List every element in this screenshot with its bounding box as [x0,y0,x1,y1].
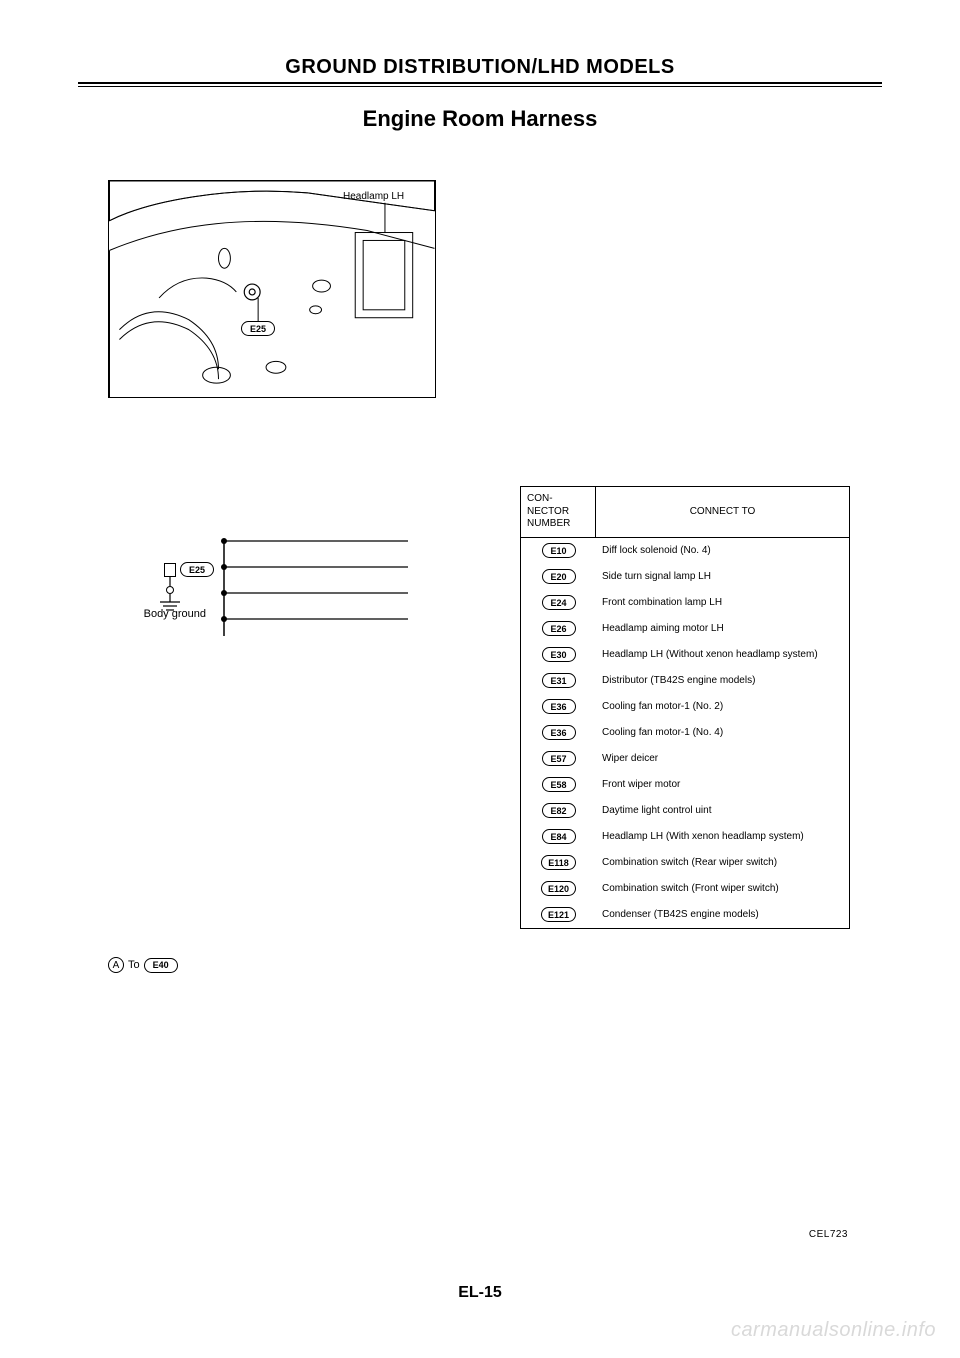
illustration-connector-e25: E25 [241,321,275,336]
table-row: E36 Cooling fan motor-1 (No. 2) [521,694,849,720]
connect-to-cell: Headlamp aiming motor LH [596,623,849,634]
connect-to-cell: Side turn signal lamp LH [596,571,849,582]
connect-to-cell: Combination switch (Front wiper switch) [596,883,849,894]
connector-pill: E82 [542,803,576,818]
rule-top-thin [78,86,882,87]
connect-to-cell: Daytime light control uint [596,805,849,816]
connect-to-cell: Headlamp LH (With xenon headlamp system) [596,831,849,842]
connector-pill: E31 [542,673,576,688]
ground-diagram: CON- NECTOR NUMBER CONNECT TO E10 Diff lo… [108,486,850,1026]
page-title: Engine Room Harness [0,106,960,132]
connect-to-cell: Headlamp LH (Without xenon headlamp syst… [596,649,849,660]
table-row: E36 Cooling fan motor-1 (No. 4) [521,720,849,746]
connector-pill: E58 [542,777,576,792]
engine-illustration: Headlamp LH E25 [108,180,436,398]
table-row: E10 Diff lock solenoid (No. 4) [521,538,849,564]
connect-to-cell: Distributor (TB42S engine models) [596,675,849,686]
table-row: E84 Headlamp LH (With xenon headlamp syst… [521,824,849,850]
connect-to-cell: Front wiper motor [596,779,849,790]
connector-pill: E36 [542,725,576,740]
table-row: E20 Side turn signal lamp LH [521,564,849,590]
connector-number-cell: E57 [521,751,596,766]
connect-to-cell: Diff lock solenoid (No. 4) [596,545,849,556]
table-header-connector: CON- NECTOR NUMBER [521,487,596,537]
table-row: E24 Front combination lamp LH [521,590,849,616]
connector-pill: E24 [542,595,576,610]
connector-pill: E84 [542,829,576,844]
connector-pill: E36 [542,699,576,714]
headlamp-label: Headlamp LH [343,191,404,202]
table-row: E120 Combination switch (Front wiper swit… [521,876,849,902]
connector-pill: E10 [542,543,576,558]
rule-top-thick [78,82,882,84]
to-text: To [128,959,140,971]
watermark: carmanualsonline.info [731,1319,936,1342]
connect-to-cell: Condenser (TB42S engine models) [596,909,849,920]
table-row: E118 Combination switch (Rear wiper switc… [521,850,849,876]
engine-illustration-svg [109,181,435,397]
section-title: GROUND DISTRIBUTION/LHD MODELS [0,56,960,79]
connector-pill: E121 [541,907,576,922]
connector-number-cell: E118 [521,855,596,870]
connector-number-cell: E31 [521,673,596,688]
wiring-svg [108,486,408,636]
connector-number-cell: E58 [521,777,596,792]
connector-number-cell: E82 [521,803,596,818]
header-a-line3: NUMBER [527,518,570,529]
connector-pill: E57 [542,751,576,766]
page: GROUND DISTRIBUTION/LHD MODELS Engine Ro… [0,0,960,1358]
connector-pill: E26 [542,621,576,636]
table-row: E82 Daytime light control uint [521,798,849,824]
table-body: E10 Diff lock solenoid (No. 4) E20 Side tur… [521,538,849,928]
table-header: CON- NECTOR NUMBER CONNECT TO [521,487,849,538]
connect-to-cell: Wiper deicer [596,753,849,764]
table-row: E30 Headlamp LH (Without xenon headlamp s… [521,642,849,668]
to-connector-e40: E40 [144,958,178,973]
connector-number-cell: E20 [521,569,596,584]
table-row: E57 Wiper deicer [521,746,849,772]
branch-letter-a: A [108,957,124,973]
header-a-line2: NECTOR [527,506,569,517]
connect-to-cell: Front combination lamp LH [596,597,849,608]
connector-number-cell: E24 [521,595,596,610]
branch-to-e40: A To E40 [108,957,178,973]
connector-number-cell: E121 [521,907,596,922]
header-a-line1: CON- [527,493,553,504]
connector-pill: E120 [541,881,576,896]
table-row: E58 Front wiper motor [521,772,849,798]
table-header-connect-to: CONNECT TO [596,487,849,537]
connect-to-cell: Combination switch (Rear wiper switch) [596,857,849,868]
figure-code: CEL723 [809,1229,848,1240]
connector-number-cell: E120 [521,881,596,896]
connector-number-cell: E30 [521,647,596,662]
connect-to-cell: Cooling fan motor-1 (No. 4) [596,727,849,738]
table-row: E26 Headlamp aiming motor LH [521,616,849,642]
table-row: E31 Distributor (TB42S engine models) [521,668,849,694]
connector-number-cell: E26 [521,621,596,636]
connector-number-cell: E84 [521,829,596,844]
connector-table: CON- NECTOR NUMBER CONNECT TO E10 Diff lo… [520,486,850,929]
connector-pill: E20 [542,569,576,584]
connector-number-cell: E36 [521,699,596,714]
connector-number-cell: E10 [521,543,596,558]
connector-pill: E30 [542,647,576,662]
connector-number-cell: E36 [521,725,596,740]
connect-to-cell: Cooling fan motor-1 (No. 2) [596,701,849,712]
table-row: E121 Condenser (TB42S engine models) [521,902,849,928]
connector-pill: E118 [541,855,576,870]
page-number: EL-15 [0,1284,960,1302]
